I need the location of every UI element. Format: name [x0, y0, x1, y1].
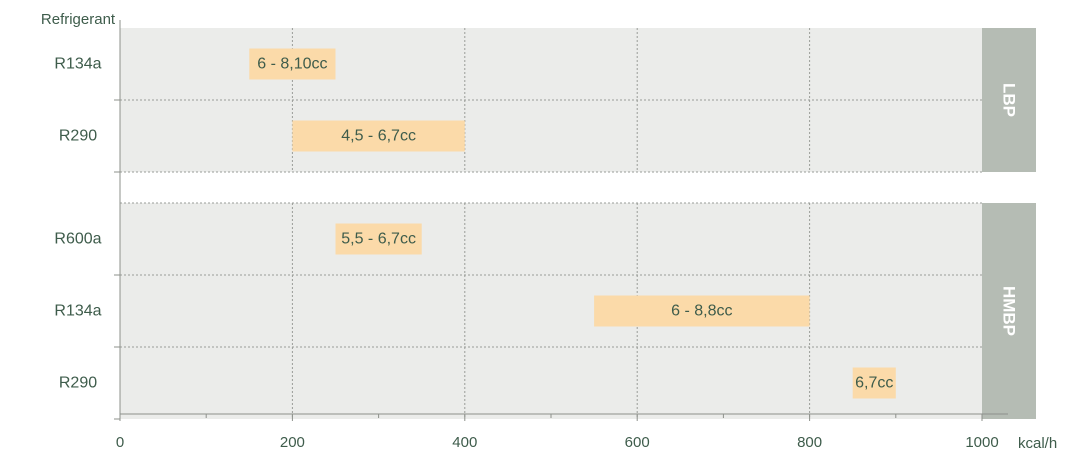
range-bar: [335, 223, 422, 255]
range-bar: [852, 367, 896, 399]
bar-label: 6 - 8,8cc: [671, 303, 732, 320]
category-label: R290: [59, 375, 97, 392]
group-label-lbp: LBP: [1000, 83, 1019, 117]
x-tick-label: 600: [625, 434, 650, 451]
range-bar: [249, 48, 336, 80]
y-axis-title: Refrigerant: [41, 11, 116, 28]
bar-label: 5,5 - 6,7cc: [341, 231, 416, 248]
plot-layer: LBP HMBP R134a 6 - 8,10cc R290 4,5 - 6,7cc R60…: [54, 20, 1036, 451]
bar-label: 4,5 - 6,7cc: [341, 128, 416, 145]
range-bar: [292, 120, 465, 152]
category-label: R600a: [54, 231, 101, 248]
group-band-hmbp: [982, 203, 1036, 419]
group-band-lbp: [982, 28, 1036, 172]
x-axis-unit: kcal/h: [1018, 435, 1057, 452]
bar-label: 6,7cc: [855, 375, 893, 392]
category-label: R134a: [54, 303, 101, 320]
category-label: R290: [59, 128, 97, 145]
x-tick-label: 400: [452, 434, 477, 451]
range-bar: [594, 295, 810, 327]
category-label: R134a: [54, 56, 101, 73]
x-tick-label: 0: [116, 434, 124, 451]
plot-background-hmbp: [120, 203, 982, 419]
x-tick-label: 200: [280, 434, 305, 451]
x-tick-label: 1000: [965, 434, 998, 451]
bar-label: 6 - 8,10cc: [257, 56, 327, 73]
group-label-hmbp: HMBP: [1000, 286, 1019, 336]
x-tick-label: 800: [797, 434, 822, 451]
